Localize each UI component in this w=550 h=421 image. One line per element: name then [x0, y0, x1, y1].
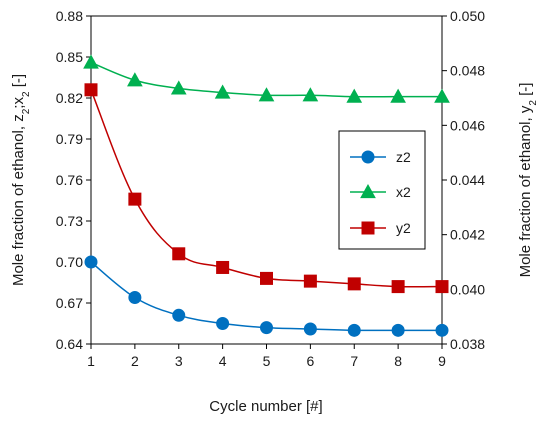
x-tick-label: 3	[175, 353, 183, 369]
data-point-x2	[302, 87, 319, 102]
data-point-z2	[260, 321, 273, 335]
data-point-z2	[216, 317, 230, 330]
right-tick-label: 0.050	[450, 8, 485, 24]
legend-label: x2	[396, 184, 411, 200]
left-tick-label: 0.67	[56, 295, 83, 311]
legend-box	[338, 130, 426, 250]
data-point-x2	[346, 88, 363, 103]
x-tick-label: 2	[131, 353, 139, 369]
legend: z2 x2 y2	[338, 130, 426, 250]
data-point-z2	[128, 291, 142, 305]
right-tick-label: 0.038	[450, 336, 485, 352]
right-tick-label: 0.042	[450, 227, 485, 243]
right-axis-title: Mole fraction of ethanol, y2 [-]	[517, 83, 539, 278]
legend-label: z2	[396, 149, 411, 165]
data-point-x2	[434, 88, 450, 103]
data-point-y2	[172, 247, 186, 261]
right-tick-label: 0.046	[450, 117, 485, 133]
data-point-y2	[391, 280, 405, 294]
legend-marker-y2	[361, 221, 375, 235]
legend-item-y2: y2	[350, 220, 411, 236]
left-tick-label: 0.76	[56, 172, 83, 188]
data-point-z2	[303, 322, 317, 336]
data-point-y2	[128, 192, 142, 206]
left-tick-label: 0.73	[56, 213, 83, 229]
right-tick-label: 0.048	[450, 63, 485, 79]
series-layer	[83, 54, 450, 337]
legend-marker-z2	[361, 150, 375, 164]
data-point-x2	[83, 54, 99, 69]
data-point-x2	[127, 72, 143, 87]
right-axis-tick-labels: 0.038 0.040 0.042 0.044 0.046 0.048 0.050	[450, 8, 485, 352]
series-y2	[84, 83, 449, 294]
x-axis-tick-labels: 1 2 3 4 5 6 7 8 9	[87, 353, 446, 369]
left-tick-label: 0.79	[56, 131, 83, 147]
x-axis-title: Cycle number [#]	[209, 398, 322, 415]
legend-item-z2: z2	[350, 149, 411, 165]
data-point-y2	[347, 277, 361, 291]
data-point-y2	[303, 274, 317, 288]
data-point-z2	[172, 308, 186, 322]
left-axis-title: Mole fraction of ethanol, z2;x2 [-]	[10, 74, 32, 286]
series-x2	[83, 54, 450, 103]
data-point-z2	[347, 323, 361, 337]
left-tick-label: 0.85	[56, 49, 83, 65]
data-point-x2	[258, 87, 275, 102]
data-point-y2	[216, 260, 230, 274]
x-tick-label: 8	[394, 353, 402, 369]
data-point-x2	[214, 84, 231, 99]
data-point-y2	[435, 280, 449, 294]
legend-label: y2	[396, 220, 411, 236]
x-tick-label: 1	[87, 353, 95, 369]
x-tick-label: 7	[350, 353, 358, 369]
left-tick-label: 0.82	[56, 90, 83, 106]
data-point-z2	[435, 323, 449, 337]
x-tick-label: 4	[219, 353, 227, 369]
series-z2	[84, 255, 449, 337]
left-tick-label: 0.64	[56, 336, 83, 352]
x-tick-label: 6	[306, 353, 314, 369]
left-tick-label: 0.70	[56, 254, 83, 270]
legend-item-x2: x2	[350, 183, 411, 200]
right-tick-label: 0.040	[450, 281, 485, 297]
left-tick-label: 0.88	[56, 8, 83, 24]
data-point-y2	[260, 271, 273, 285]
x-tick-label: 9	[438, 353, 446, 369]
data-point-x2	[390, 88, 406, 103]
data-point-z2	[84, 255, 98, 269]
left-axis-tick-labels: 0.64 0.67 0.70 0.73 0.76 0.79 0.82 0.85 0.88	[56, 8, 83, 352]
data-point-x2	[170, 80, 187, 95]
axis-ticks	[86, 15, 447, 349]
data-point-y2	[84, 83, 98, 97]
right-tick-label: 0.044	[450, 172, 485, 188]
legend-marker-x2	[360, 183, 376, 199]
x-tick-label: 5	[263, 353, 271, 369]
data-point-z2	[391, 323, 405, 337]
